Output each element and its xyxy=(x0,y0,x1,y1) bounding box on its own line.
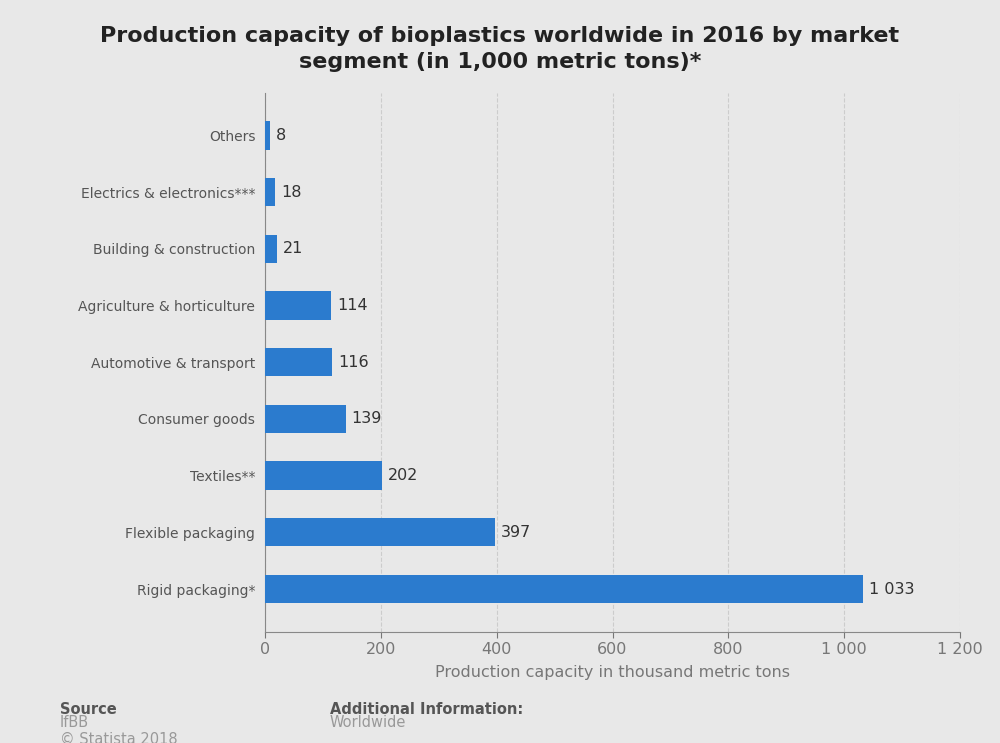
Text: 1 033: 1 033 xyxy=(869,582,915,597)
Bar xyxy=(265,348,332,377)
Text: IfBB
© Statista 2018: IfBB © Statista 2018 xyxy=(60,715,178,743)
Text: Source: Source xyxy=(60,702,117,717)
Text: Production capacity of bioplastics worldwide in 2016 by market
segment (in 1,000: Production capacity of bioplastics world… xyxy=(100,26,900,72)
Bar xyxy=(265,121,270,149)
Text: 8: 8 xyxy=(275,128,286,143)
Bar xyxy=(265,291,331,319)
Text: Worldwide: Worldwide xyxy=(330,715,406,730)
Text: 139: 139 xyxy=(351,412,382,426)
Text: 18: 18 xyxy=(281,184,302,200)
Text: 202: 202 xyxy=(388,468,418,483)
Text: 397: 397 xyxy=(501,525,531,540)
Bar xyxy=(265,575,863,603)
Bar xyxy=(265,518,495,547)
Bar xyxy=(265,405,346,433)
Bar xyxy=(265,178,275,207)
X-axis label: Production capacity in thousand metric tons: Production capacity in thousand metric t… xyxy=(435,665,790,681)
Text: Additional Information:: Additional Information: xyxy=(330,702,523,717)
Bar xyxy=(265,235,277,263)
Text: 116: 116 xyxy=(338,354,369,370)
Text: 21: 21 xyxy=(283,241,303,256)
Text: 114: 114 xyxy=(337,298,367,313)
Bar xyxy=(265,461,382,490)
